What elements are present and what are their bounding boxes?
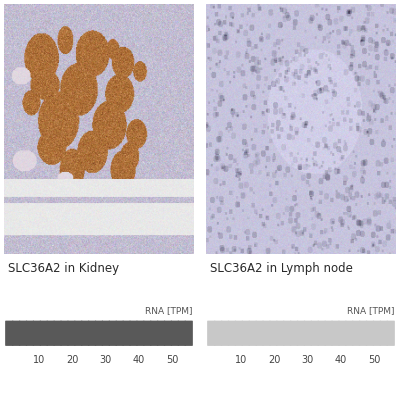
FancyBboxPatch shape — [178, 321, 186, 346]
FancyBboxPatch shape — [88, 321, 96, 346]
FancyBboxPatch shape — [19, 321, 27, 346]
Text: SLC36A2 in Kidney: SLC36A2 in Kidney — [8, 262, 119, 275]
FancyBboxPatch shape — [345, 321, 354, 346]
Text: 10: 10 — [235, 354, 247, 364]
FancyBboxPatch shape — [122, 321, 131, 346]
Text: 20: 20 — [66, 354, 78, 364]
FancyBboxPatch shape — [207, 321, 216, 346]
FancyBboxPatch shape — [81, 321, 89, 346]
FancyBboxPatch shape — [184, 321, 193, 346]
Text: SLC36A2 in Lymph node: SLC36A2 in Lymph node — [210, 262, 353, 275]
FancyBboxPatch shape — [143, 321, 152, 346]
FancyBboxPatch shape — [256, 321, 264, 346]
FancyBboxPatch shape — [60, 321, 69, 346]
FancyBboxPatch shape — [157, 321, 165, 346]
FancyBboxPatch shape — [352, 321, 360, 346]
FancyBboxPatch shape — [311, 321, 319, 346]
Text: RNA [TPM]: RNA [TPM] — [346, 306, 394, 315]
FancyBboxPatch shape — [116, 321, 124, 346]
FancyBboxPatch shape — [338, 321, 346, 346]
FancyBboxPatch shape — [235, 321, 243, 346]
FancyBboxPatch shape — [269, 321, 278, 346]
FancyBboxPatch shape — [74, 321, 82, 346]
FancyBboxPatch shape — [95, 321, 103, 346]
FancyBboxPatch shape — [373, 321, 381, 346]
Text: 10: 10 — [33, 354, 45, 364]
FancyBboxPatch shape — [297, 321, 305, 346]
Text: 50: 50 — [368, 354, 380, 364]
Text: 40: 40 — [335, 354, 347, 364]
FancyBboxPatch shape — [150, 321, 158, 346]
FancyBboxPatch shape — [304, 321, 312, 346]
FancyBboxPatch shape — [67, 321, 76, 346]
FancyBboxPatch shape — [221, 321, 229, 346]
FancyBboxPatch shape — [242, 321, 250, 346]
Text: 50: 50 — [166, 354, 178, 364]
FancyBboxPatch shape — [12, 321, 20, 346]
FancyBboxPatch shape — [33, 321, 41, 346]
FancyBboxPatch shape — [380, 321, 388, 346]
FancyBboxPatch shape — [109, 321, 117, 346]
Text: 30: 30 — [302, 354, 314, 364]
FancyBboxPatch shape — [171, 321, 179, 346]
FancyBboxPatch shape — [359, 321, 367, 346]
FancyBboxPatch shape — [386, 321, 395, 346]
FancyBboxPatch shape — [214, 321, 222, 346]
FancyBboxPatch shape — [331, 321, 340, 346]
FancyBboxPatch shape — [248, 321, 257, 346]
FancyBboxPatch shape — [324, 321, 333, 346]
FancyBboxPatch shape — [290, 321, 298, 346]
FancyBboxPatch shape — [54, 321, 62, 346]
FancyBboxPatch shape — [164, 321, 172, 346]
FancyBboxPatch shape — [228, 321, 236, 346]
FancyBboxPatch shape — [262, 321, 271, 346]
FancyBboxPatch shape — [26, 321, 34, 346]
FancyBboxPatch shape — [276, 321, 284, 346]
Text: 40: 40 — [133, 354, 145, 364]
FancyBboxPatch shape — [283, 321, 291, 346]
FancyBboxPatch shape — [129, 321, 138, 346]
FancyBboxPatch shape — [318, 321, 326, 346]
Text: 20: 20 — [268, 354, 280, 364]
FancyBboxPatch shape — [136, 321, 144, 346]
Text: RNA [TPM]: RNA [TPM] — [145, 306, 192, 315]
FancyBboxPatch shape — [46, 321, 55, 346]
Text: 30: 30 — [100, 354, 112, 364]
FancyBboxPatch shape — [40, 321, 48, 346]
FancyBboxPatch shape — [366, 321, 374, 346]
FancyBboxPatch shape — [5, 321, 14, 346]
FancyBboxPatch shape — [102, 321, 110, 346]
